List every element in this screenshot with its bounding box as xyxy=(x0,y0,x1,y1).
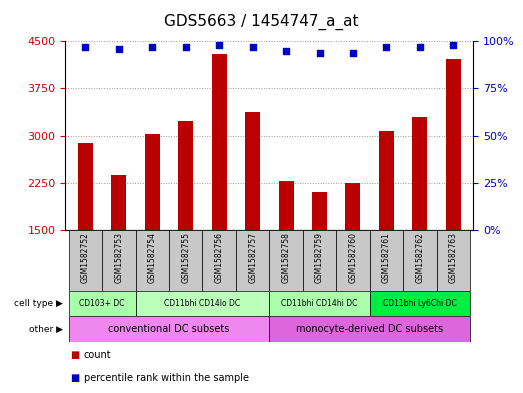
Point xyxy=(148,44,156,50)
Bar xyxy=(412,118,427,230)
Text: cell type ▶: cell type ▶ xyxy=(14,299,63,308)
Bar xyxy=(446,59,461,230)
Text: GSM1582754: GSM1582754 xyxy=(148,232,157,283)
Text: GSM1582762: GSM1582762 xyxy=(415,232,424,283)
Bar xyxy=(269,291,370,316)
Bar xyxy=(437,230,470,291)
Bar xyxy=(269,316,470,342)
Bar xyxy=(202,230,236,291)
Bar xyxy=(303,230,336,291)
Text: GSM1582761: GSM1582761 xyxy=(382,232,391,283)
Text: conventional DC subsets: conventional DC subsets xyxy=(108,324,230,334)
Text: GSM1582758: GSM1582758 xyxy=(281,232,291,283)
Point xyxy=(315,50,324,56)
Point xyxy=(282,48,290,54)
Point xyxy=(181,44,190,50)
Bar xyxy=(370,291,470,316)
Point xyxy=(382,44,391,50)
Text: other ▶: other ▶ xyxy=(29,325,63,334)
Text: GSM1582752: GSM1582752 xyxy=(81,232,90,283)
Text: GSM1582759: GSM1582759 xyxy=(315,232,324,283)
Bar xyxy=(69,316,269,342)
Text: GSM1582756: GSM1582756 xyxy=(214,232,224,283)
Bar xyxy=(145,134,160,230)
Text: GSM1582757: GSM1582757 xyxy=(248,232,257,283)
Bar xyxy=(78,143,93,230)
Text: CD11bhi CD14hi DC: CD11bhi CD14hi DC xyxy=(281,299,358,308)
Bar xyxy=(269,230,303,291)
Bar xyxy=(212,55,226,230)
Bar xyxy=(69,291,135,316)
Bar xyxy=(379,130,394,230)
Bar xyxy=(403,230,437,291)
Text: CD11bhi Ly6Chi DC: CD11bhi Ly6Chi DC xyxy=(383,299,457,308)
Bar xyxy=(336,230,370,291)
Point xyxy=(215,42,223,48)
Bar xyxy=(345,183,360,230)
Bar xyxy=(245,112,260,230)
Text: ■: ■ xyxy=(71,373,80,383)
Bar xyxy=(135,291,269,316)
Bar xyxy=(102,230,135,291)
Text: CD11bhi CD14lo DC: CD11bhi CD14lo DC xyxy=(164,299,241,308)
Text: GSM1582763: GSM1582763 xyxy=(449,232,458,283)
Point xyxy=(416,44,424,50)
Text: GDS5663 / 1454747_a_at: GDS5663 / 1454747_a_at xyxy=(164,14,359,30)
Point xyxy=(115,46,123,52)
Text: monocyte-derived DC subsets: monocyte-derived DC subsets xyxy=(296,324,443,334)
Text: GSM1582753: GSM1582753 xyxy=(115,232,123,283)
Text: percentile rank within the sample: percentile rank within the sample xyxy=(84,373,248,383)
Bar xyxy=(178,121,194,230)
Text: ■: ■ xyxy=(71,350,80,360)
Bar xyxy=(370,230,403,291)
Bar xyxy=(279,182,293,230)
Point xyxy=(81,44,89,50)
Bar xyxy=(135,230,169,291)
Text: GSM1582760: GSM1582760 xyxy=(348,232,357,283)
Text: count: count xyxy=(84,350,111,360)
Text: GSM1582755: GSM1582755 xyxy=(181,232,190,283)
Bar xyxy=(69,230,102,291)
Bar xyxy=(236,230,269,291)
Point xyxy=(248,44,257,50)
Point xyxy=(349,50,357,56)
Point xyxy=(449,42,458,48)
Bar xyxy=(312,192,327,230)
Bar xyxy=(169,230,202,291)
Bar xyxy=(111,175,127,230)
Text: CD103+ DC: CD103+ DC xyxy=(79,299,125,308)
